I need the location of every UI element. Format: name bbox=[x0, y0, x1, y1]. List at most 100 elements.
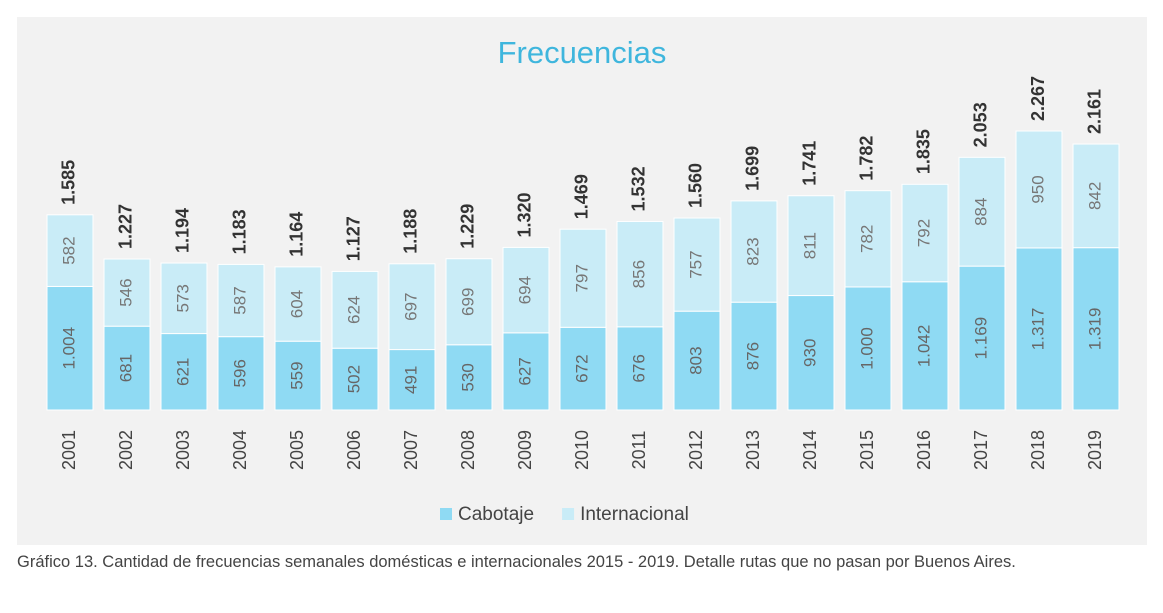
value-label: 797 bbox=[572, 264, 591, 292]
total-label: 1.585 bbox=[59, 160, 79, 205]
value-label: 491 bbox=[401, 366, 420, 394]
total-label: 1.782 bbox=[857, 136, 877, 181]
bar-segment bbox=[1072, 247, 1120, 411]
x-tick-label: 2017 bbox=[971, 430, 991, 470]
total-label: 2.161 bbox=[1085, 89, 1105, 134]
value-label: 1.169 bbox=[971, 317, 990, 360]
bar-segment bbox=[103, 258, 151, 327]
value-label: 792 bbox=[914, 219, 933, 247]
bar-segment bbox=[274, 266, 322, 342]
value-label: 530 bbox=[458, 363, 477, 391]
total-label: 1.188 bbox=[401, 209, 421, 254]
bar-segment bbox=[901, 183, 949, 283]
total-label: 1.227 bbox=[116, 204, 136, 249]
bar-segment bbox=[616, 220, 664, 328]
bar-segment bbox=[160, 333, 208, 411]
total-label: 1.469 bbox=[572, 174, 592, 219]
bar-segment bbox=[1015, 130, 1063, 249]
value-label: 546 bbox=[116, 278, 135, 306]
x-tick-label: 2019 bbox=[1085, 430, 1105, 470]
total-label: 1.127 bbox=[344, 216, 364, 261]
total-label: 1.164 bbox=[287, 212, 307, 257]
bar-segment bbox=[388, 263, 436, 351]
bar-segment bbox=[730, 200, 778, 303]
bar-segment bbox=[673, 310, 721, 411]
caption: Gráfico 13. Cantidad de frecuencias sema… bbox=[17, 553, 1016, 571]
value-label: 876 bbox=[743, 342, 762, 370]
x-tick-label: 2006 bbox=[344, 430, 364, 470]
value-label: 1.004 bbox=[59, 327, 78, 370]
total-label: 1.699 bbox=[743, 146, 763, 191]
bar-segment bbox=[787, 195, 835, 297]
value-label: 672 bbox=[572, 354, 591, 382]
value-label: 676 bbox=[629, 354, 648, 382]
x-tick-label: 2008 bbox=[458, 430, 478, 470]
x-tick-label: 2004 bbox=[230, 430, 250, 470]
bar-segment bbox=[958, 156, 1006, 267]
bar-segment bbox=[559, 326, 607, 411]
x-tick-label: 2015 bbox=[857, 430, 877, 470]
value-label: 811 bbox=[800, 232, 819, 259]
value-label: 757 bbox=[686, 250, 705, 278]
legend-swatch bbox=[562, 508, 575, 520]
value-label: 621 bbox=[173, 358, 192, 386]
bar-segment bbox=[1072, 143, 1120, 249]
value-label: 1.319 bbox=[1085, 308, 1104, 351]
total-label: 1.835 bbox=[914, 129, 934, 174]
total-label: 2.053 bbox=[971, 102, 991, 147]
x-tick-label: 2018 bbox=[1028, 430, 1048, 470]
value-label: 1.317 bbox=[1028, 308, 1047, 351]
bar-segment bbox=[844, 190, 892, 288]
value-label: 502 bbox=[344, 365, 363, 393]
value-label: 627 bbox=[515, 357, 534, 385]
legend-swatch bbox=[440, 508, 452, 520]
x-tick-label: 2005 bbox=[287, 430, 307, 470]
x-tick-label: 2009 bbox=[515, 430, 535, 470]
x-tick-label: 2014 bbox=[800, 430, 820, 470]
bar-segment bbox=[331, 270, 379, 349]
value-label: 596 bbox=[230, 359, 249, 387]
total-label: 1.560 bbox=[686, 163, 706, 208]
value-label: 803 bbox=[686, 346, 705, 374]
legend-label: Cabotaje bbox=[458, 504, 534, 525]
chart-title: Frecuencias bbox=[498, 35, 667, 70]
value-label: 884 bbox=[971, 198, 990, 226]
value-label: 587 bbox=[230, 286, 249, 314]
total-label: 1.320 bbox=[515, 193, 535, 238]
x-tick-label: 2013 bbox=[743, 430, 763, 470]
bar-segment bbox=[445, 344, 493, 411]
bar-segment bbox=[274, 340, 322, 411]
bar-segment bbox=[1015, 247, 1063, 411]
value-label: 950 bbox=[1028, 175, 1047, 203]
bar-segment bbox=[502, 332, 550, 411]
value-label: 699 bbox=[458, 288, 477, 316]
value-label: 559 bbox=[287, 361, 306, 389]
bar-segment bbox=[103, 325, 151, 411]
total-label: 1.229 bbox=[458, 204, 478, 249]
value-label: 842 bbox=[1085, 182, 1104, 210]
bar-segment bbox=[559, 228, 607, 328]
total-label: 1.532 bbox=[629, 166, 649, 211]
value-label: 1.000 bbox=[857, 327, 876, 370]
bar-segment bbox=[445, 258, 493, 346]
x-tick-label: 2010 bbox=[572, 430, 592, 470]
bar-segment bbox=[217, 336, 265, 411]
bar-segment bbox=[46, 214, 94, 287]
total-label: 2.267 bbox=[1028, 76, 1048, 121]
x-tick-label: 2007 bbox=[401, 430, 421, 470]
chart: Frecuencias 1.004 582 1.585 2001 681 546 1.227… bbox=[17, 17, 1147, 545]
x-tick-label: 2016 bbox=[914, 430, 934, 470]
bar-segment bbox=[217, 263, 265, 338]
bar-segment bbox=[673, 217, 721, 312]
value-label: 694 bbox=[515, 276, 534, 304]
x-tick-label: 2012 bbox=[686, 430, 706, 470]
value-label: 823 bbox=[743, 237, 762, 265]
x-tick-label: 2003 bbox=[173, 430, 193, 470]
value-label: 582 bbox=[59, 236, 78, 264]
total-label: 1.194 bbox=[173, 208, 193, 253]
value-label: 681 bbox=[116, 354, 135, 382]
value-label: 782 bbox=[857, 225, 876, 253]
bar-segment bbox=[46, 285, 94, 411]
value-label: 1.042 bbox=[914, 325, 933, 368]
